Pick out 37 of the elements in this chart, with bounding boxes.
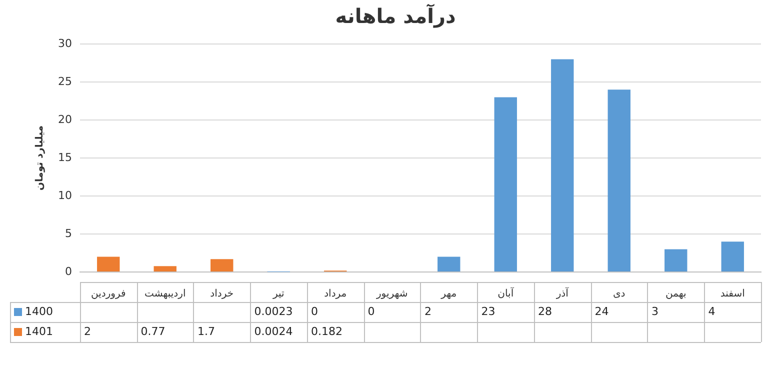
data-label: 0	[311, 304, 318, 318]
data-label: 1.7	[198, 324, 215, 338]
y-tick-label: 25	[58, 74, 72, 88]
x-tick-label: مهر	[440, 288, 457, 300]
data-label: 2	[424, 304, 432, 318]
x-tick-label: شهریور	[375, 288, 408, 300]
x-tick-label: اسفند	[720, 288, 745, 300]
data-label: 0.0024	[254, 324, 293, 338]
x-tick-label: دی	[612, 288, 626, 300]
data-label: 23	[481, 304, 496, 318]
x-tick-label: تیر	[272, 288, 284, 300]
data-label: 0	[368, 304, 375, 318]
data-label: 4	[708, 304, 716, 318]
y-tick-label: 10	[58, 188, 72, 202]
y-tick-label: 20	[58, 112, 72, 126]
data-label: 0.77	[140, 324, 166, 338]
x-tick-label: بهمن	[665, 288, 686, 300]
data-label: 2	[84, 324, 91, 338]
data-label: 3	[652, 304, 658, 318]
x-tick-label: آبان	[498, 286, 515, 300]
data-label: 28	[538, 304, 552, 318]
y-tick-label: 0	[64, 264, 72, 278]
y-tick-label: 15	[58, 150, 72, 164]
y-tick-label: 5	[64, 226, 72, 240]
legend-label: 1401	[25, 324, 53, 338]
y-axis-title: میلیارد تومان	[34, 125, 46, 191]
x-tick-label: اردیبهشت	[144, 288, 186, 300]
x-tick-label: فروردین	[90, 288, 126, 300]
x-tick-label: خرداد	[210, 288, 234, 300]
data-label: 0.0023	[254, 304, 293, 318]
legend-label: 1400	[25, 304, 53, 318]
x-tick-label: مرداد	[324, 288, 347, 300]
x-tick-label: آذر	[555, 286, 570, 300]
data-label: 24	[594, 304, 609, 318]
y-tick-label: 30	[58, 36, 72, 50]
chart-title: درآمد ماهانه	[335, 3, 456, 28]
data-label: 0.182	[311, 324, 342, 338]
